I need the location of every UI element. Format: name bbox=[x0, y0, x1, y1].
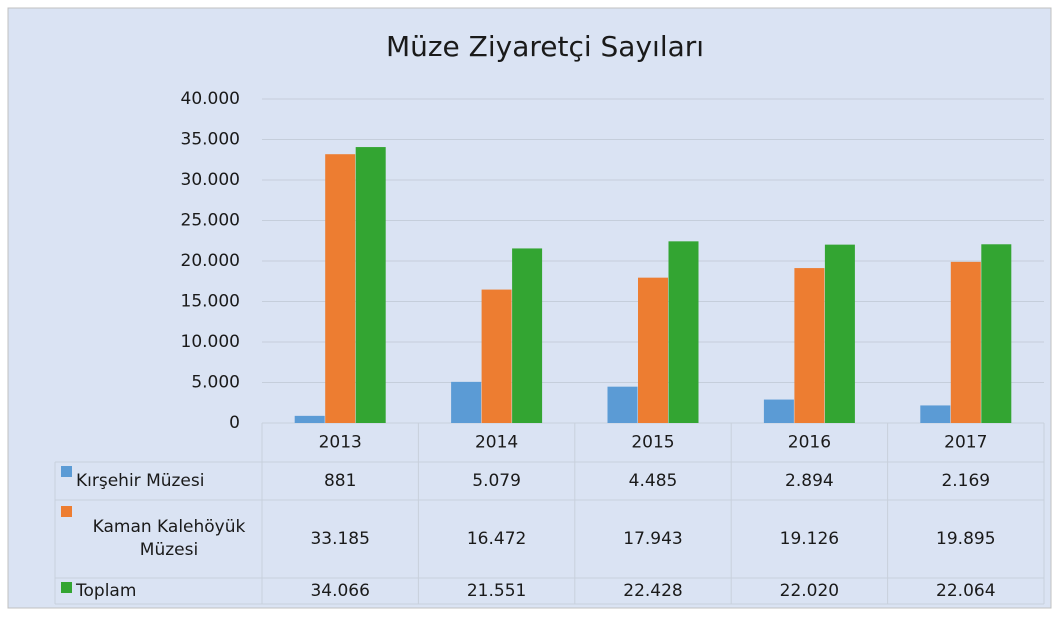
table-value: 21.551 bbox=[466, 580, 527, 601]
bar bbox=[355, 147, 386, 423]
table-value: 2.894 bbox=[785, 470, 834, 491]
bar bbox=[481, 289, 512, 423]
y-tick-label: 20.000 bbox=[181, 251, 240, 271]
bar bbox=[981, 244, 1012, 423]
y-tick-label: 15.000 bbox=[181, 292, 240, 312]
bar bbox=[824, 244, 855, 423]
y-tick-label: 40.000 bbox=[181, 89, 240, 109]
x-tick-label: 2016 bbox=[788, 433, 831, 453]
bar bbox=[920, 405, 951, 423]
y-tick-label: 30.000 bbox=[181, 170, 240, 190]
legend-entry: Kırşehir Müzesi bbox=[55, 462, 262, 500]
table-value: 33.185 bbox=[310, 528, 370, 549]
legend-swatch bbox=[61, 506, 72, 517]
bar bbox=[294, 415, 325, 423]
bar bbox=[668, 241, 699, 423]
table-value: 17.943 bbox=[623, 528, 683, 549]
bar bbox=[451, 381, 482, 423]
legend-entry: Kaman Kalehöyük Müzesi bbox=[55, 500, 262, 578]
x-tick-label: 2017 bbox=[944, 433, 987, 453]
legend-label: Kırşehir Müzesi bbox=[76, 470, 205, 491]
x-tick-label: 2015 bbox=[631, 433, 674, 453]
bar bbox=[763, 399, 794, 423]
legend-label: Kaman Kalehöyük Müzesi bbox=[92, 517, 246, 560]
legend-label: Toplam bbox=[76, 580, 137, 601]
chart-title: Müze Ziyaretçi Sayıları bbox=[386, 30, 704, 63]
bar bbox=[950, 261, 981, 423]
table-value: 19.895 bbox=[936, 528, 996, 549]
table-value: 881 bbox=[323, 470, 357, 491]
bar bbox=[794, 268, 825, 423]
table-value: 22.428 bbox=[623, 580, 683, 601]
x-tick-label: 2014 bbox=[475, 433, 518, 453]
bar bbox=[325, 154, 356, 423]
table-value: 19.126 bbox=[779, 528, 840, 549]
legend-swatch bbox=[61, 582, 72, 593]
bar bbox=[607, 386, 638, 423]
table-value: 5.079 bbox=[472, 470, 521, 491]
legend-entry: Toplam bbox=[55, 578, 262, 604]
bar bbox=[512, 248, 543, 423]
table-value: 4.485 bbox=[628, 470, 678, 491]
y-tick-label: 35.000 bbox=[181, 130, 240, 150]
table-value: 34.066 bbox=[310, 580, 370, 601]
table-value: 2.169 bbox=[941, 470, 991, 491]
table-value: 22.064 bbox=[936, 580, 996, 601]
x-tick-label: 2013 bbox=[319, 433, 362, 453]
table-value: 16.472 bbox=[466, 528, 527, 549]
y-tick-label: 10.000 bbox=[181, 332, 240, 352]
y-tick-label: 5.000 bbox=[191, 373, 240, 393]
y-tick-label: 0 bbox=[229, 413, 240, 433]
legend-swatch bbox=[61, 466, 72, 477]
table-value: 22.020 bbox=[779, 580, 840, 601]
y-tick-label: 25.000 bbox=[181, 211, 240, 231]
bar bbox=[638, 277, 668, 423]
